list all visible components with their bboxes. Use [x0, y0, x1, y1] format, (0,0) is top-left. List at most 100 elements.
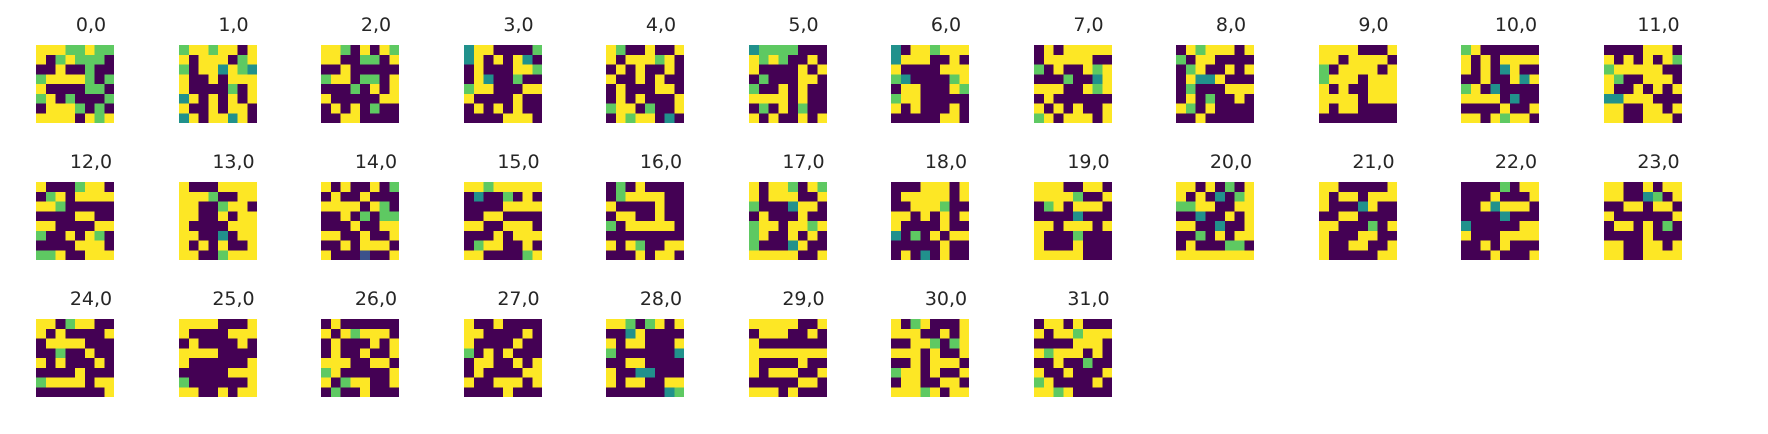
- heatmap-cell: [1205, 240, 1216, 251]
- heatmap-cell: [104, 45, 114, 55]
- heatmap-cell: [512, 182, 523, 192]
- heatmap-cell: [55, 191, 66, 202]
- heatmap-cell: [758, 54, 769, 65]
- heatmap-cell: [1053, 230, 1063, 241]
- heatmap-cell: [645, 74, 655, 85]
- heatmap-cell: [777, 221, 788, 231]
- heatmap-cell: [207, 221, 218, 231]
- heatmap-cell: [45, 377, 56, 388]
- heatmap-cell: [959, 191, 969, 202]
- heatmap-cell: [1338, 45, 1348, 55]
- heatmap-cell: [1082, 45, 1093, 55]
- heatmap-cell: [1062, 182, 1073, 192]
- heatmap-cell: [483, 221, 493, 231]
- heatmap-cell: [1509, 191, 1520, 202]
- heatmap-cell: [463, 45, 474, 55]
- heatmap-cell: [65, 377, 76, 388]
- heatmap-cell: [1205, 93, 1216, 104]
- heatmap-cell: [188, 84, 199, 94]
- heatmap-cell: [1519, 113, 1530, 123]
- heatmap-cell: [1509, 74, 1520, 85]
- heatmap-cell: [531, 250, 542, 260]
- heatmap-cell: [463, 103, 474, 114]
- heatmap-cell: [758, 358, 769, 368]
- heatmap-cell: [1671, 230, 1682, 241]
- heatmap-cell: [606, 103, 616, 114]
- heatmap-cell: [330, 84, 341, 94]
- heatmap-cell: [910, 103, 921, 114]
- heatmap-cell: [645, 221, 655, 231]
- heatmap-cell: [1082, 230, 1093, 241]
- heatmap-cell: [1642, 221, 1653, 231]
- heatmap-cell: [615, 54, 626, 65]
- heatmap-cell: [910, 358, 921, 368]
- heatmap-cell: [930, 74, 940, 85]
- heatmap-cell: [787, 387, 798, 397]
- panel-title: 12,0: [69, 151, 113, 173]
- heatmap-cell: [1185, 84, 1196, 94]
- heatmap-cell: [1461, 103, 1471, 114]
- heatmap-cell: [379, 221, 390, 231]
- heatmap-cell: [758, 377, 769, 388]
- heatmap-cell: [207, 230, 218, 241]
- heatmap-cell: [1033, 250, 1044, 260]
- heatmap-cell: [389, 348, 399, 359]
- heatmap-cell: [674, 74, 684, 85]
- heatmap-image: [748, 319, 827, 397]
- heatmap-cell: [1347, 45, 1358, 55]
- heatmap-cell: [1195, 230, 1206, 241]
- heatmap-cell: [768, 113, 778, 123]
- heatmap-cell: [787, 45, 798, 55]
- heatmap-cell: [816, 338, 827, 349]
- heatmap-cell: [615, 84, 626, 94]
- heatmap-cell: [522, 74, 532, 85]
- heatmap-cell: [1244, 211, 1254, 222]
- heatmap-cell: [758, 64, 769, 75]
- heatmap-cell: [920, 387, 931, 397]
- heatmap-cell: [797, 182, 808, 192]
- heatmap-cell: [369, 113, 380, 123]
- heatmap-cell: [1053, 358, 1063, 368]
- heatmap-cell: [1072, 250, 1083, 260]
- heatmap-cell: [531, 328, 542, 339]
- heatmap-cell: [1072, 191, 1083, 202]
- heatmap-cell: [512, 191, 523, 202]
- heatmap-cell: [1386, 230, 1397, 241]
- heatmap-cell: [797, 328, 808, 339]
- heatmap-cell: [959, 230, 969, 241]
- panel-title: 19,0: [1067, 151, 1110, 173]
- heatmap-cell: [949, 319, 960, 329]
- heatmap-cell: [1642, 54, 1653, 65]
- heatmap-cell: [1185, 64, 1196, 75]
- heatmap-cell: [1632, 64, 1643, 75]
- heatmap-cell: [531, 338, 542, 349]
- heatmap-cell: [807, 328, 817, 339]
- heatmap-cell: [1234, 113, 1245, 123]
- heatmap-cell: [1613, 250, 1624, 260]
- heatmap-cell: [198, 240, 208, 251]
- heatmap-cell: [75, 74, 85, 85]
- heatmap-cell: [959, 387, 969, 397]
- heatmap-cell: [1500, 182, 1510, 192]
- heatmap-cell: [1318, 74, 1329, 85]
- heatmap-cell: [758, 221, 769, 231]
- heatmap-cell: [777, 250, 788, 260]
- heatmap-cell: [939, 45, 950, 55]
- heatmap-cell: [930, 211, 940, 222]
- heatmap-cell: [1662, 240, 1672, 251]
- heatmap-cell: [787, 319, 798, 329]
- heatmap-cell: [1623, 84, 1633, 94]
- heatmap-cell: [920, 338, 931, 349]
- heatmap-cell: [188, 358, 199, 368]
- heatmap-cell: [502, 387, 513, 397]
- heatmap-cell: [522, 84, 532, 94]
- heatmap-cell: [1662, 113, 1672, 123]
- heatmap-cell: [949, 93, 960, 104]
- heatmap-cell: [340, 113, 351, 123]
- heatmap-cell: [1367, 74, 1378, 85]
- heatmap-cell: [768, 221, 778, 231]
- panel-title: 15,0: [497, 151, 540, 173]
- heatmap-cell: [1101, 240, 1112, 251]
- heatmap-cell: [389, 211, 399, 222]
- heatmap-cell: [463, 328, 474, 339]
